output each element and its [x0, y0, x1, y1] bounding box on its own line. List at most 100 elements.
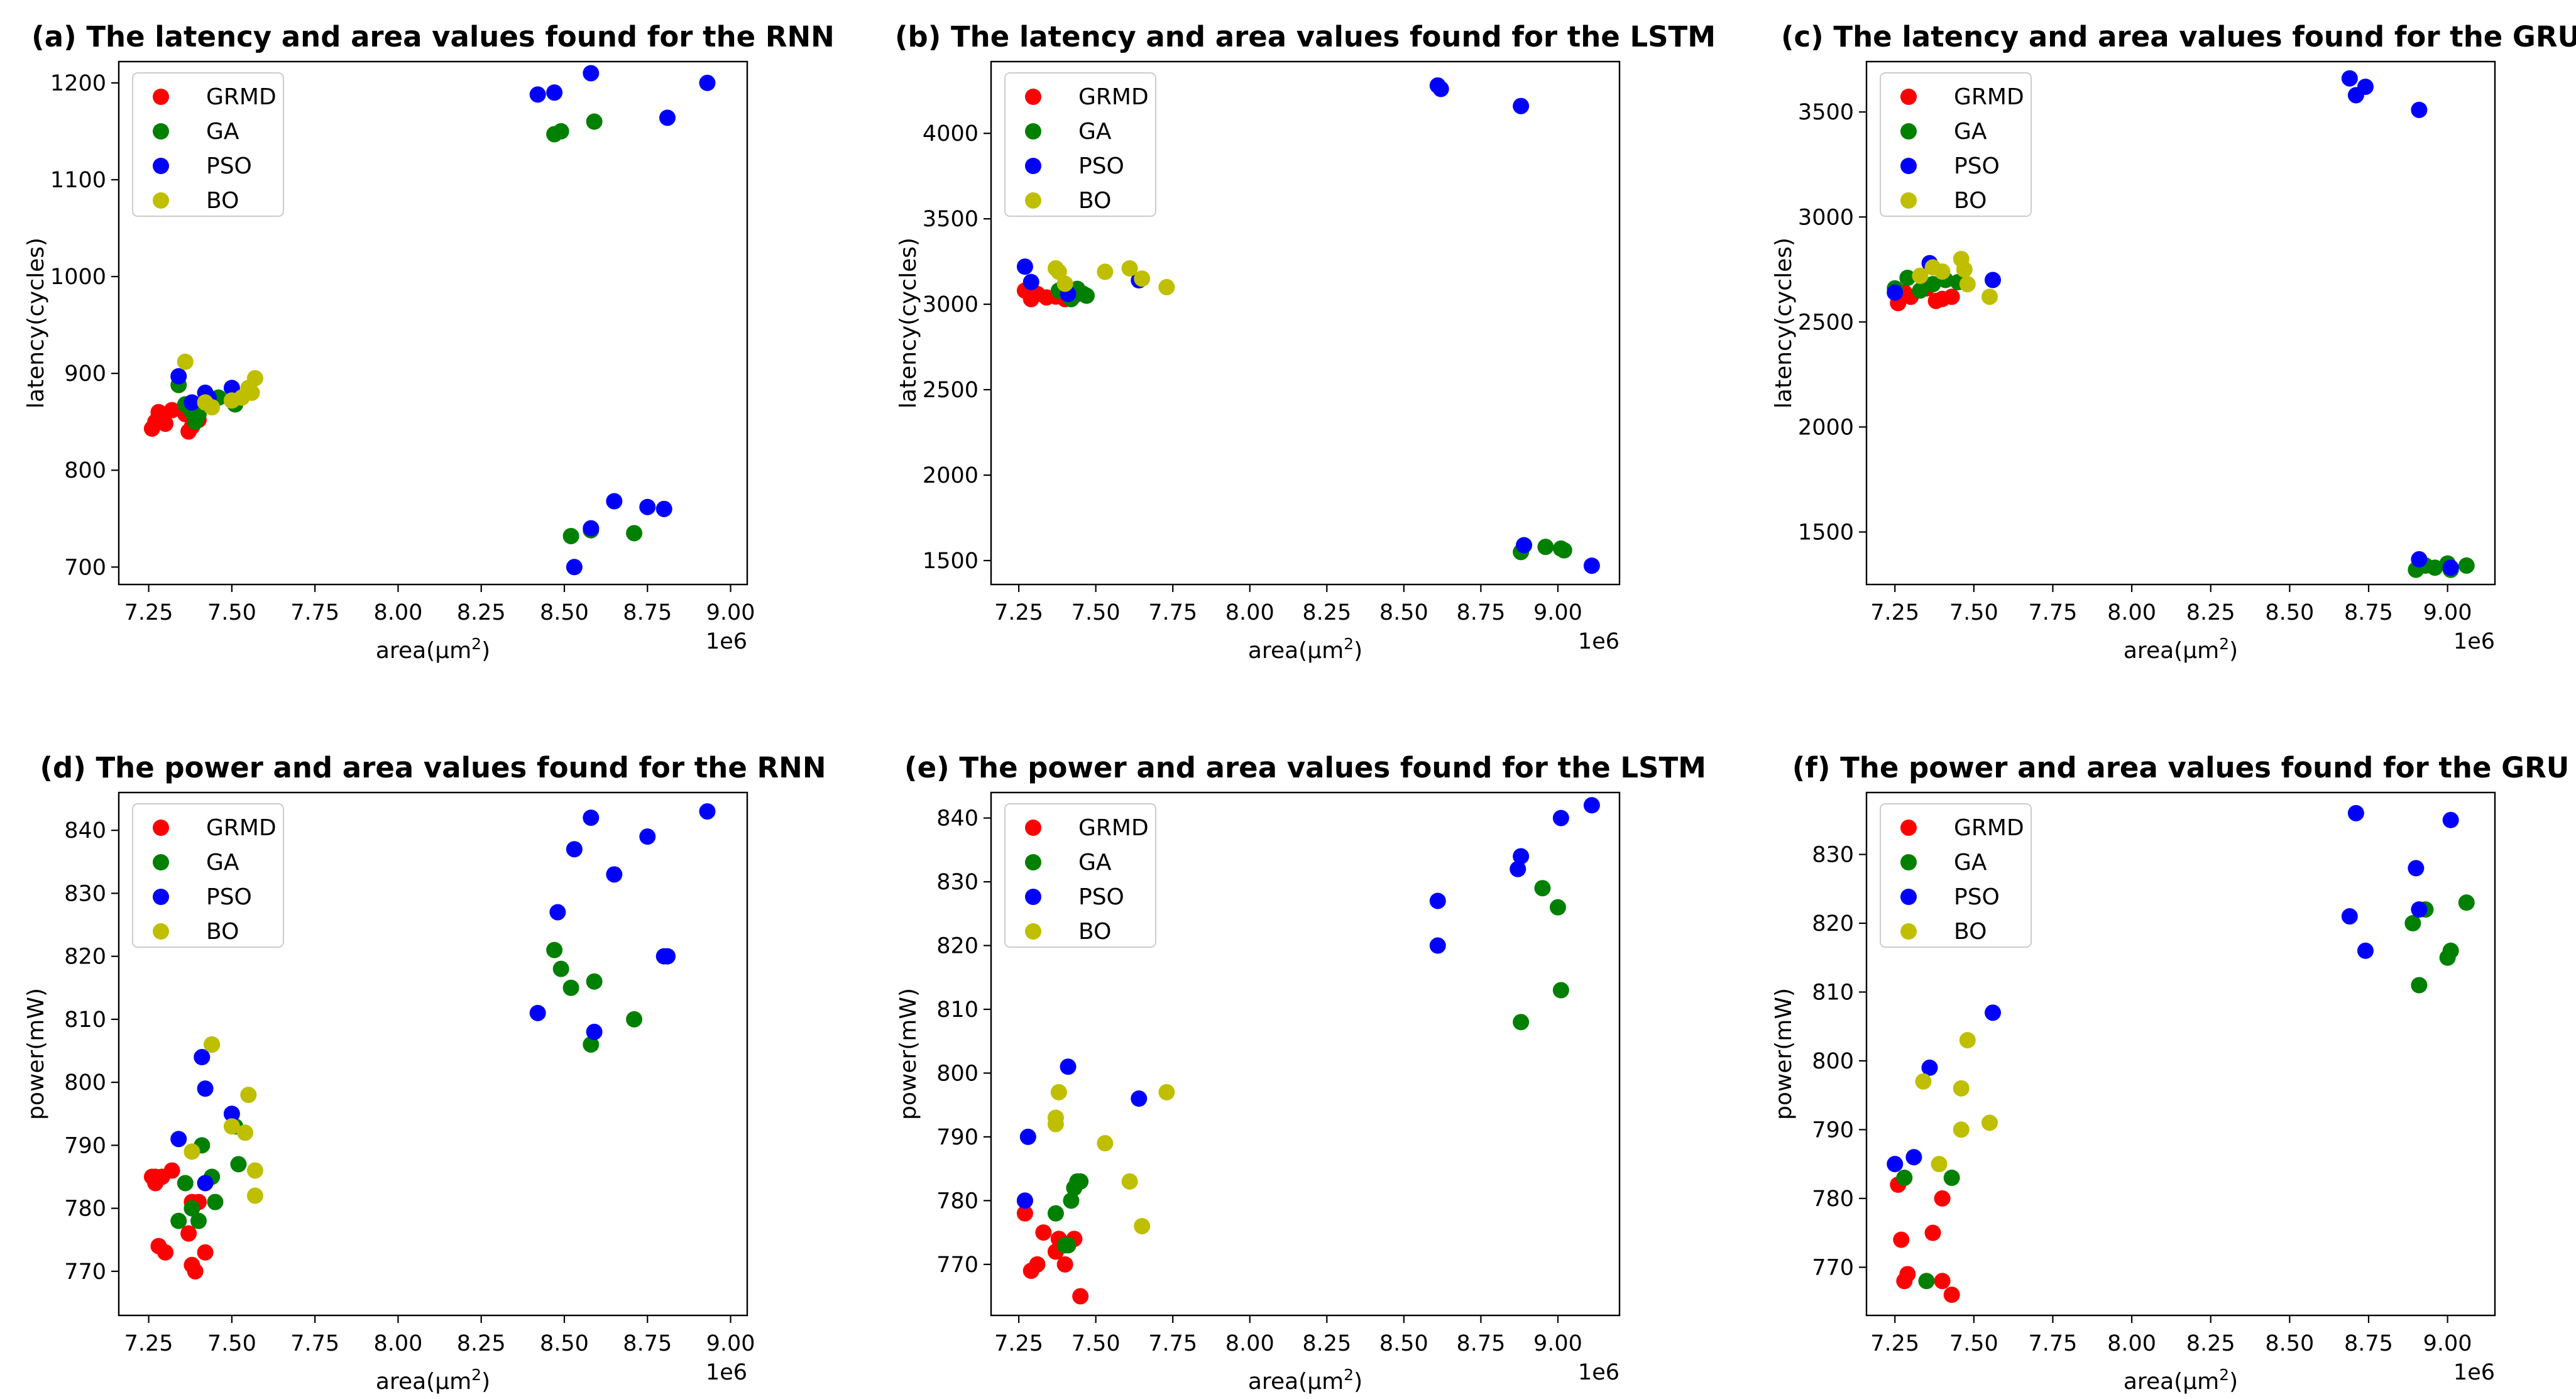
data-point-pso — [1429, 937, 1446, 954]
data-point-ga — [583, 1036, 600, 1053]
x-tick-label: 8.25 — [2186, 600, 2235, 625]
chart-title: (b) The latency and area values found fo… — [895, 20, 1716, 53]
data-point-pso — [1060, 1058, 1077, 1075]
legend-label-pso: PSO — [206, 884, 252, 910]
y-tick-label: 790 — [936, 1125, 978, 1150]
data-point-pso — [566, 841, 583, 858]
data-point-pso — [1131, 1090, 1148, 1107]
legend-marker-bo — [1025, 192, 1041, 209]
data-point-grmd — [1943, 1287, 1960, 1303]
y-tick-label: 840 — [936, 806, 978, 831]
chart-panel-4: (e) The power and area values found for … — [896, 751, 1706, 1395]
y-tick-label: 800 — [64, 1070, 106, 1095]
legend-label-bo: BO — [1954, 188, 1987, 214]
x-axis-label-main: area(μm — [1248, 638, 1344, 664]
legend-label-grmd: GRMD — [206, 84, 277, 110]
data-point-ga — [2442, 942, 2459, 959]
legend: GRMD GA PSO BO — [132, 72, 284, 217]
legend-marker-bo — [1900, 923, 1917, 940]
chart-title: (c) The latency and area values found fo… — [1781, 20, 2576, 53]
x-tick-label: 7.25 — [1870, 600, 1919, 625]
plot-frame — [118, 60, 748, 586]
y-tick-label: 820 — [936, 934, 978, 959]
y-tick-label: 3500 — [1798, 100, 1854, 125]
chart-panel-2: (c) The latency and area values found fo… — [1771, 20, 2576, 664]
y-tick-label: 2500 — [923, 378, 978, 403]
data-point-pso — [655, 500, 672, 517]
x-axis-label: area(μm2) — [1248, 1366, 1362, 1395]
y-tick-label: 810 — [936, 997, 978, 1023]
legend-label-ga: GA — [206, 850, 239, 875]
data-point-pso — [170, 368, 187, 385]
legend-marker-bo — [153, 192, 169, 209]
data-point-pso — [1513, 97, 1530, 114]
legend-marker-grmd — [1025, 820, 1041, 836]
data-point-pso — [2408, 860, 2425, 877]
legend-marker-grmd — [153, 820, 169, 836]
x-tick-label: 8.25 — [457, 600, 506, 625]
x-tick-label: 7.25 — [994, 1331, 1043, 1356]
x-axis-label-end: ) — [481, 638, 490, 664]
legend-label-pso: PSO — [1078, 153, 1124, 179]
x-tick-label: 9.00 — [706, 600, 755, 625]
data-point-ga — [1513, 1014, 1530, 1031]
x-axis-label-end: ) — [1354, 638, 1362, 664]
y-axis-label: latency(cycles) — [23, 238, 49, 409]
x-tick-label: 9.00 — [706, 1331, 755, 1356]
data-point-grmd — [1016, 1205, 1033, 1222]
x-tick-label: 9.00 — [2423, 600, 2472, 625]
legend-marker-pso — [153, 158, 169, 174]
data-point-bo — [177, 353, 194, 370]
x-tick-label: 7.75 — [1148, 1331, 1197, 1356]
data-point-pso — [699, 803, 716, 820]
x-tick-label: 7.75 — [2029, 1331, 2078, 1356]
x-axis-label-sup: 2 — [2219, 1366, 2229, 1384]
data-point-grmd — [180, 1225, 197, 1242]
x-tick-label: 7.75 — [290, 1331, 339, 1356]
data-point-bo — [246, 1162, 263, 1179]
data-point-grmd — [153, 1168, 170, 1185]
data-point-grmd — [157, 1244, 174, 1261]
data-point-pso — [529, 1004, 546, 1021]
x-axis-label-sup: 2 — [2219, 635, 2229, 653]
data-point-ga — [626, 1011, 643, 1028]
data-point-pso — [1887, 1156, 1904, 1173]
plot-frame — [1865, 791, 2496, 1317]
y-tick-label: 2000 — [1798, 415, 1854, 440]
x-axis-label-main: area(μm — [2124, 638, 2219, 664]
y-axis-label: latency(cycles) — [896, 238, 921, 409]
x-axis-label-end: ) — [2229, 1369, 2238, 1395]
y-tick-label: 1500 — [923, 549, 978, 574]
data-point-pso — [546, 84, 563, 101]
x-tick-label: 8.50 — [540, 1331, 589, 1356]
data-point-bo — [1956, 261, 1973, 278]
y-tick-label: 700 — [64, 555, 106, 580]
legend-box — [132, 803, 284, 948]
y-tick-label: 830 — [1812, 843, 1854, 868]
data-point-ga — [562, 527, 579, 544]
x-tick-label: 8.00 — [373, 600, 422, 625]
data-point-ga — [1912, 282, 1929, 299]
y-tick-label: 840 — [64, 818, 106, 843]
y-tick-label: 1500 — [1798, 520, 1854, 545]
data-point-bo — [1953, 1080, 1970, 1097]
data-point-bo — [1934, 263, 1951, 280]
data-point-ga — [1060, 1237, 1077, 1254]
chart-title: (e) The power and area values found for … — [904, 751, 1706, 784]
y-tick-label: 2500 — [1798, 310, 1854, 335]
data-point-pso — [197, 1080, 214, 1097]
chart-title: (f) The power and area values found for … — [1792, 751, 2570, 784]
data-point-bo — [1953, 1121, 1970, 1138]
legend-marker-pso — [153, 889, 169, 905]
data-point-bo — [1981, 288, 1998, 305]
legend-marker-pso — [1900, 889, 1917, 905]
data-point-bo — [1915, 1073, 1932, 1090]
legend-label-ga: GA — [1954, 119, 1987, 145]
x-tick-label: 7.75 — [290, 600, 339, 625]
legend-marker-ga — [153, 854, 169, 870]
data-point-pso — [1016, 258, 1033, 275]
data-point-bo — [246, 370, 263, 387]
y-tick-label: 770 — [1812, 1255, 1854, 1280]
data-point-pso — [2411, 901, 2428, 918]
